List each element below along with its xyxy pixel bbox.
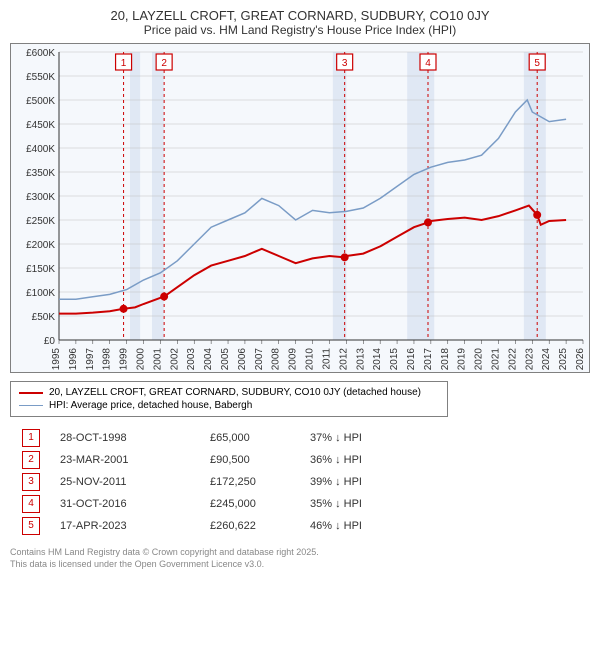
sale-row-date: 28-OCT-1998 [60,432,210,444]
x-tick-label: 2011 [321,348,332,370]
sale-row-price: £90,500 [210,454,310,466]
sale-row-hpi: 37% ↓ HPI [310,432,430,444]
legend-box: 20, LAYZELL CROFT, GREAT CORNARD, SUDBUR… [10,381,448,417]
y-tick-label: £600K [26,48,55,59]
x-tick-label: 2015 [389,348,400,371]
footer-attribution: Contains HM Land Registry data © Crown c… [10,547,590,570]
sale-row: 5 17-APR-2023£260,62246% ↓ HPI [10,515,590,537]
sale-row-date: 31-OCT-2016 [60,498,210,510]
chart-area: £0 £50K £100K £150K £200K £250K £300K £350K £400… [10,43,590,373]
sale-row-hpi: 36% ↓ HPI [310,454,430,466]
x-tick-label: 1999 [119,348,130,371]
x-tick-label: 2014 [372,348,383,371]
x-tick-label: 2004 [203,348,214,371]
legend-entry: 20, LAYZELL CROFT, GREAT CORNARD, SUDBUR… [19,386,439,399]
legend-label: 20, LAYZELL CROFT, GREAT CORNARD, SUDBUR… [49,387,421,398]
y-tick-label: £300K [26,192,55,203]
y-tick-label: £400K [26,144,55,155]
x-tick-label: 1996 [68,348,79,371]
sale-row: 4 31-OCT-2016£245,00035% ↓ HPI [10,493,590,515]
sale-row-price: £65,000 [210,432,310,444]
legend-label: HPI: Average price, detached house, Babe… [49,400,252,411]
x-tick-label: 2008 [271,348,282,371]
x-tick-label: 2026 [575,348,586,371]
sale-marker-number: 3 [342,58,348,69]
sale-row-marker: 2 [22,451,40,469]
x-tick-label: 2012 [338,348,349,371]
y-tick-label: £100K [26,288,55,299]
x-tick-label: 2022 [507,348,518,371]
y-tick-label: £500K [26,96,55,107]
x-tick-label: 2025 [558,348,569,371]
footer-line1: Contains HM Land Registry data © Crown c… [10,547,590,559]
sale-dot [533,211,541,219]
legend-swatch [19,405,43,406]
sale-marker-number: 2 [161,58,167,69]
y-tick-label: £50K [32,312,56,323]
sale-row-marker: 4 [22,495,40,513]
sale-row: 1 28-OCT-1998£65,00037% ↓ HPI [10,427,590,449]
sale-row: 3 25-NOV-2011£172,25039% ↓ HPI [10,471,590,493]
y-tick-label: £250K [26,216,55,227]
sale-dot [160,293,168,301]
chart-title-block: 20, LAYZELL CROFT, GREAT CORNARD, SUDBUR… [10,8,590,37]
x-tick-label: 2007 [254,348,265,371]
x-tick-label: 1998 [102,348,113,371]
sale-marker-number: 4 [425,58,431,69]
sale-dot [120,305,128,313]
x-tick-label: 2001 [152,348,163,371]
x-tick-label: 2023 [524,348,535,371]
sale-dot [424,218,432,226]
title-address: 20, LAYZELL CROFT, GREAT CORNARD, SUDBUR… [10,8,590,23]
sale-row-price: £172,250 [210,476,310,488]
sale-row-price: £245,000 [210,498,310,510]
x-tick-label: 2017 [423,348,434,371]
x-tick-label: 2021 [490,348,501,371]
y-tick-label: £450K [26,120,55,131]
x-tick-label: 2009 [288,348,299,371]
x-tick-label: 2005 [220,348,231,371]
sale-row: 2 23-MAR-2001£90,50036% ↓ HPI [10,449,590,471]
x-tick-label: 2010 [305,348,316,371]
x-tick-label: 2020 [474,348,485,371]
sales-table: 1 28-OCT-1998£65,00037% ↓ HPI 2 23-MAR-2001… [10,427,590,537]
sale-row-hpi: 46% ↓ HPI [310,520,430,532]
sale-row-date: 23-MAR-2001 [60,454,210,466]
x-tick-label: 2006 [237,348,248,371]
sale-row-marker: 5 [22,517,40,535]
x-tick-label: 1997 [85,348,96,371]
x-tick-label: 2019 [457,348,468,371]
x-tick-label: 2013 [355,348,366,371]
sale-row-marker: 3 [22,473,40,491]
x-tick-label: 2000 [136,348,147,371]
sale-dot [341,253,349,261]
sale-row-hpi: 39% ↓ HPI [310,476,430,488]
x-tick-label: 1995 [51,348,62,371]
y-tick-label: £550K [26,72,55,83]
x-tick-label: 2024 [541,348,552,371]
title-subtitle: Price paid vs. HM Land Registry's House … [10,23,590,37]
legend-entry: HPI: Average price, detached house, Babe… [19,399,439,412]
y-tick-label: £350K [26,168,55,179]
y-tick-label: £150K [26,264,55,275]
footer-line2: This data is licensed under the Open Gov… [10,559,590,571]
x-tick-label: 2016 [406,348,417,371]
x-tick-label: 2003 [186,348,197,371]
sale-row-price: £260,622 [210,520,310,532]
y-tick-label: £200K [26,240,55,251]
sale-row-hpi: 35% ↓ HPI [310,498,430,510]
sale-marker-number: 1 [121,58,127,69]
sale-row-marker: 1 [22,429,40,447]
x-tick-label: 2018 [440,348,451,371]
sale-marker-number: 5 [534,58,540,69]
legend-swatch [19,392,43,394]
y-tick-label: £0 [44,336,56,347]
x-tick-label: 2002 [169,348,180,371]
sale-row-date: 17-APR-2023 [60,520,210,532]
sale-row-date: 25-NOV-2011 [60,476,210,488]
